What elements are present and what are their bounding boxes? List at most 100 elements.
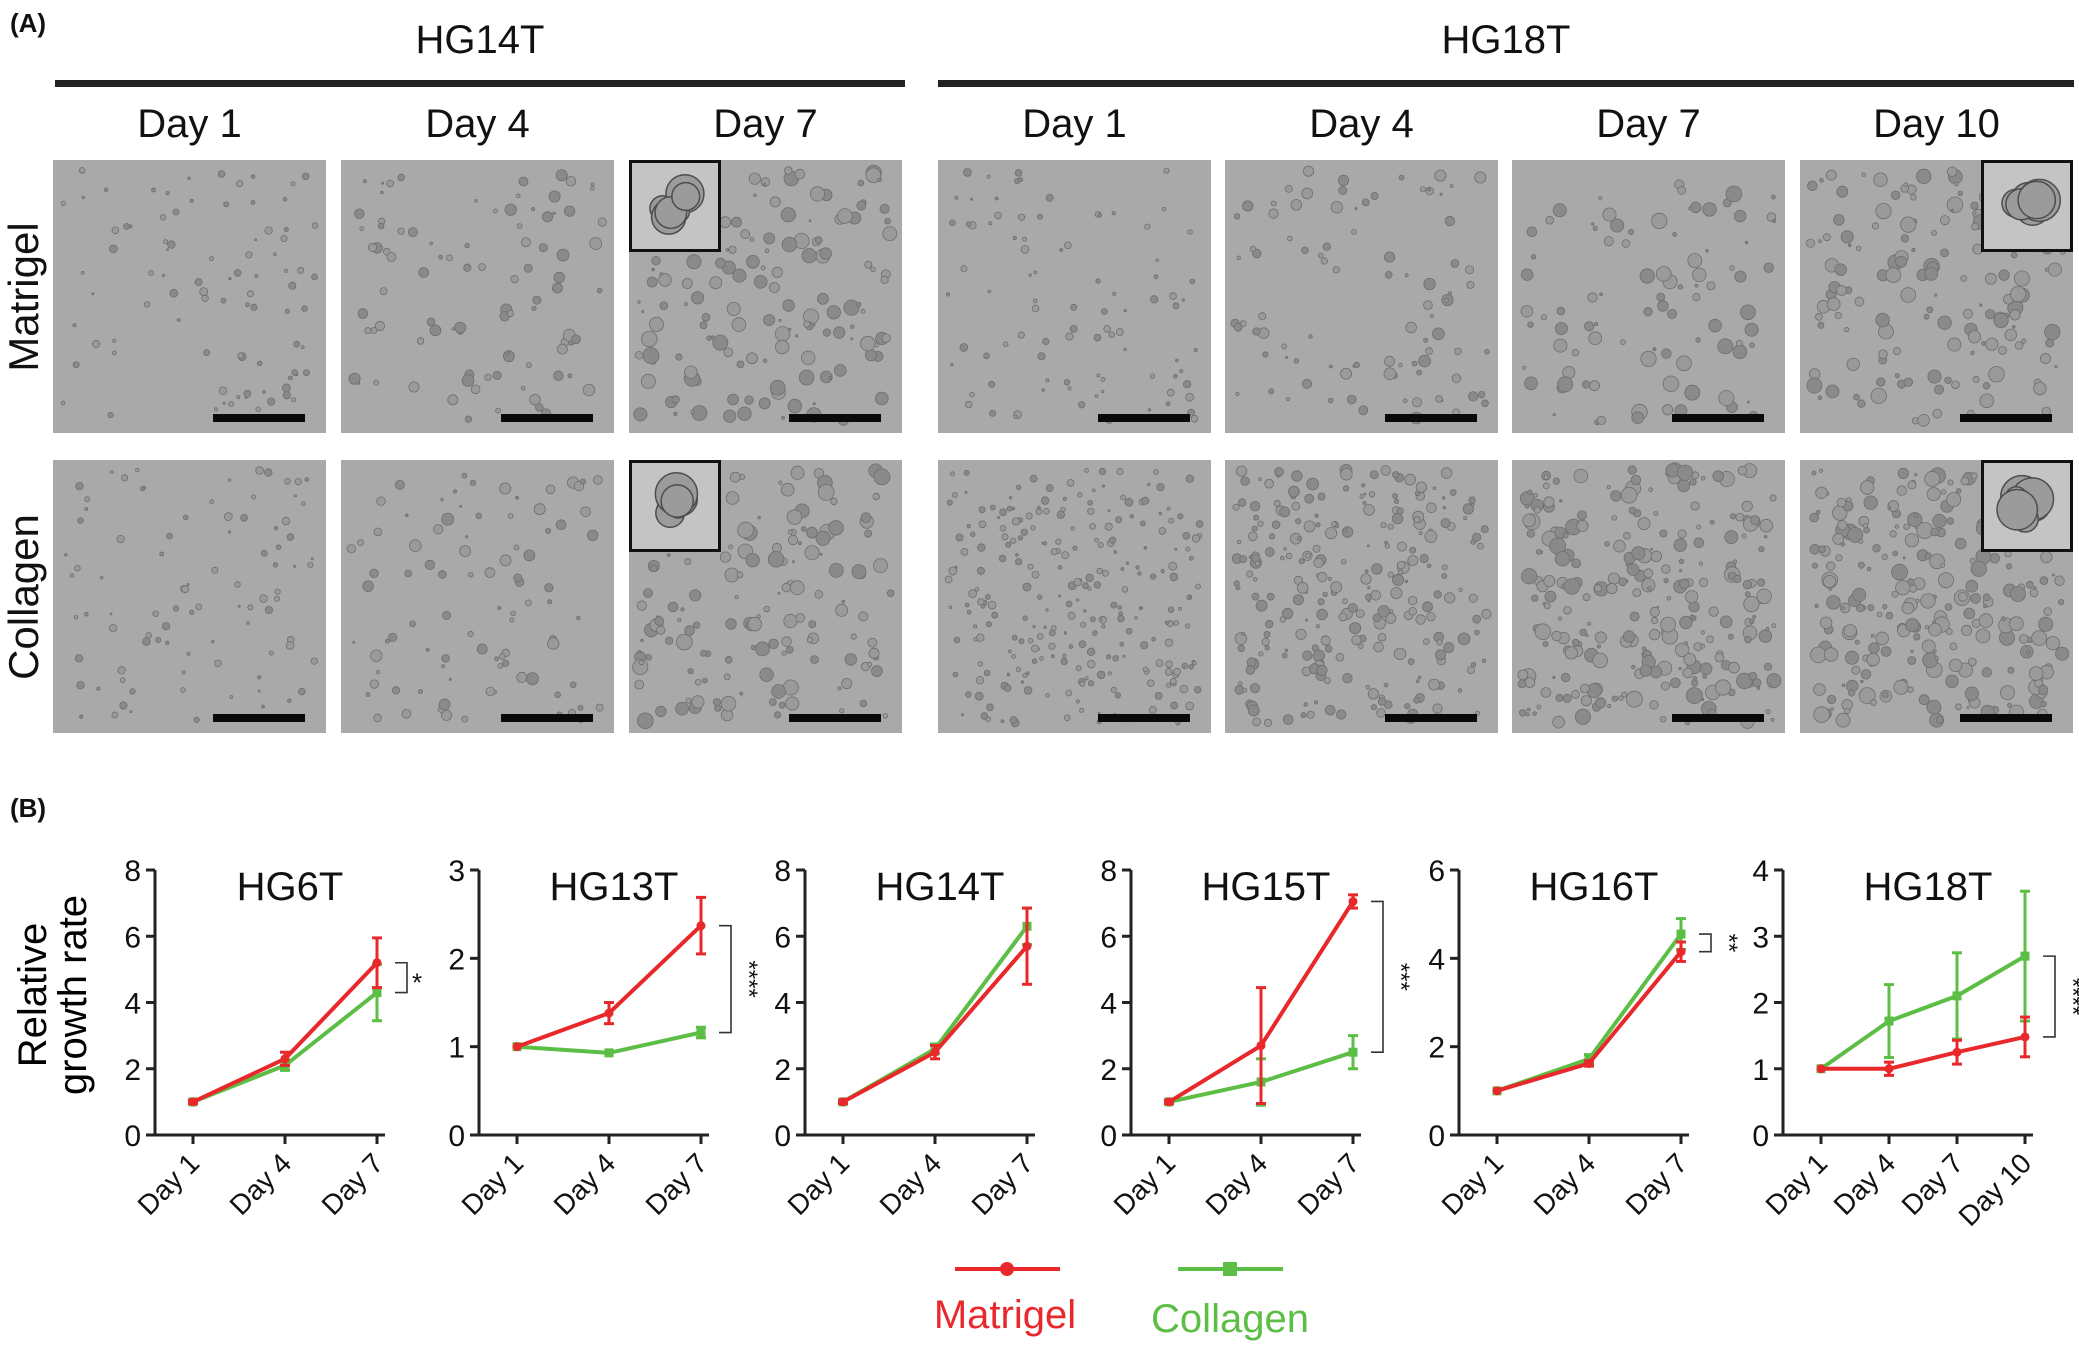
panel-a-label: (A) <box>10 8 47 38</box>
panel-b-label: (B) <box>10 793 47 823</box>
x-tick-label: Day 4 <box>1200 1147 1274 1221</box>
y-tick-label: 2 <box>774 1054 791 1087</box>
y-tick-label: 6 <box>1100 921 1117 954</box>
data-point-matrigel <box>1884 1064 1894 1074</box>
series-line-matrigel <box>516 924 703 1049</box>
x-tick-label: Day 1 <box>1108 1147 1182 1221</box>
data-point-matrigel <box>838 1097 848 1107</box>
legend-marker-matrigel <box>1000 1262 1014 1276</box>
data-point-collagen <box>1676 929 1686 939</box>
significance-bracket <box>719 924 732 1034</box>
y-tick-label: 4 <box>1428 943 1445 976</box>
x-tick-label: Day 7 <box>1292 1147 1366 1221</box>
micrograph-tile <box>1512 460 1785 733</box>
significance-bracket <box>1371 900 1384 1053</box>
series-line-matrigel <box>192 961 379 1104</box>
y-tick-label: 4 <box>1100 988 1117 1021</box>
y-tick-label: 2 <box>1100 1054 1117 1087</box>
data-point-matrigel <box>1676 947 1686 957</box>
y-tick-label: 2 <box>448 943 465 976</box>
y-tick-label: 8 <box>1100 855 1117 888</box>
legend-label-collagen: Collagen <box>1151 1297 1309 1341</box>
chart-title: HG14T <box>876 865 1005 909</box>
data-point-matrigel <box>512 1042 522 1052</box>
data-point-matrigel <box>1816 1064 1826 1074</box>
series-line-matrigel <box>1821 1034 2026 1071</box>
group-title-hg18t: HG18T <box>1441 18 1571 62</box>
x-tick-label: Day 10 <box>1953 1147 2038 1232</box>
significance-label: **** <box>735 960 762 997</box>
series-line-collagen <box>842 925 1029 1104</box>
x-tick-label: Day 7 <box>966 1147 1040 1221</box>
data-point-collagen <box>2020 951 2030 961</box>
x-tick-label: Day 4 <box>548 1147 622 1221</box>
day-header: Day 1 <box>137 102 242 146</box>
micrograph-tile <box>53 160 326 433</box>
scale-bar <box>1385 414 1477 422</box>
scale-bar <box>1960 414 2052 422</box>
legend-markers <box>955 1262 1283 1276</box>
micrograph-tile <box>1225 460 1498 733</box>
chart-title: HG16T <box>1530 865 1659 909</box>
significance-label: ** <box>1715 934 1742 953</box>
group-title-hg14t: HG14T <box>415 18 545 62</box>
legend-marker-collagen <box>1223 1262 1237 1276</box>
x-tick-label: Day 1 <box>782 1147 856 1221</box>
row-label-matrigel: Matrigel <box>0 222 47 372</box>
row-label-collagen: Collagen <box>0 514 47 680</box>
data-point-matrigel <box>1256 1041 1266 1051</box>
scale-bar <box>1098 414 1190 422</box>
day-header: Day 7 <box>1596 102 1701 146</box>
data-point-matrigel <box>280 1054 290 1064</box>
scale-bar <box>501 414 593 422</box>
micrograph-tile <box>341 460 614 733</box>
data-point-collagen <box>1884 1016 1894 1026</box>
significance-label: * <box>412 968 422 998</box>
data-point-collagen <box>1952 991 1962 1001</box>
y-tick-label: 2 <box>1428 1032 1445 1065</box>
day-header: Day 4 <box>425 102 530 146</box>
y-tick-label: 1 <box>448 1032 465 1065</box>
y-tick-label: 4 <box>1752 855 1769 888</box>
data-point-collagen <box>604 1048 614 1058</box>
x-tick-label: Day 7 <box>640 1147 714 1221</box>
y-tick-label: 2 <box>1752 988 1769 1021</box>
legend-label-matrigel: Matrigel <box>933 1293 1077 1337</box>
day-header: Day 1 <box>1022 102 1127 146</box>
scale-bar <box>501 714 593 722</box>
micrograph-tile <box>53 460 326 733</box>
significance-bracket <box>1699 933 1712 953</box>
data-point-collagen <box>1348 1047 1358 1057</box>
x-tick-label: Day 1 <box>1436 1147 1510 1221</box>
data-point-matrigel <box>1164 1097 1174 1107</box>
y-tick-label: 6 <box>1428 855 1445 888</box>
data-point-matrigel <box>1952 1047 1962 1057</box>
micrograph-tile <box>341 160 614 433</box>
chart-title: HG18T <box>1864 865 1993 909</box>
micrograph-tile <box>1512 160 1785 433</box>
scale-bar <box>1672 414 1764 422</box>
y-tick-label: 2 <box>124 1054 141 1087</box>
group-bar-hg14t <box>55 80 905 87</box>
y-tick-label: 0 <box>1428 1120 1445 1153</box>
series-line-collagen <box>192 991 379 1104</box>
scale-bar <box>1672 714 1764 722</box>
zoom-inset <box>1981 160 2073 252</box>
data-point-collagen <box>372 988 382 998</box>
y-tick-label: 0 <box>774 1120 791 1153</box>
y-tick-label: 6 <box>124 921 141 954</box>
y-tick-label: 3 <box>1752 921 1769 954</box>
day-header: Day 10 <box>1873 102 2000 146</box>
x-tick-label: Day 4 <box>1528 1147 1602 1221</box>
data-point-matrigel <box>188 1097 198 1107</box>
significance-bracket <box>395 961 408 994</box>
x-tick-label: Day 4 <box>224 1147 298 1221</box>
data-point-matrigel <box>604 1008 614 1018</box>
data-point-matrigel <box>930 1047 940 1057</box>
y-tick-label: 8 <box>774 855 791 888</box>
chart-title: HG15T <box>1202 865 1331 909</box>
significance-label: **** <box>2059 978 2079 1015</box>
data-point-matrigel <box>696 921 706 931</box>
data-point-matrigel <box>1584 1058 1594 1068</box>
data-point-matrigel <box>1022 941 1032 951</box>
